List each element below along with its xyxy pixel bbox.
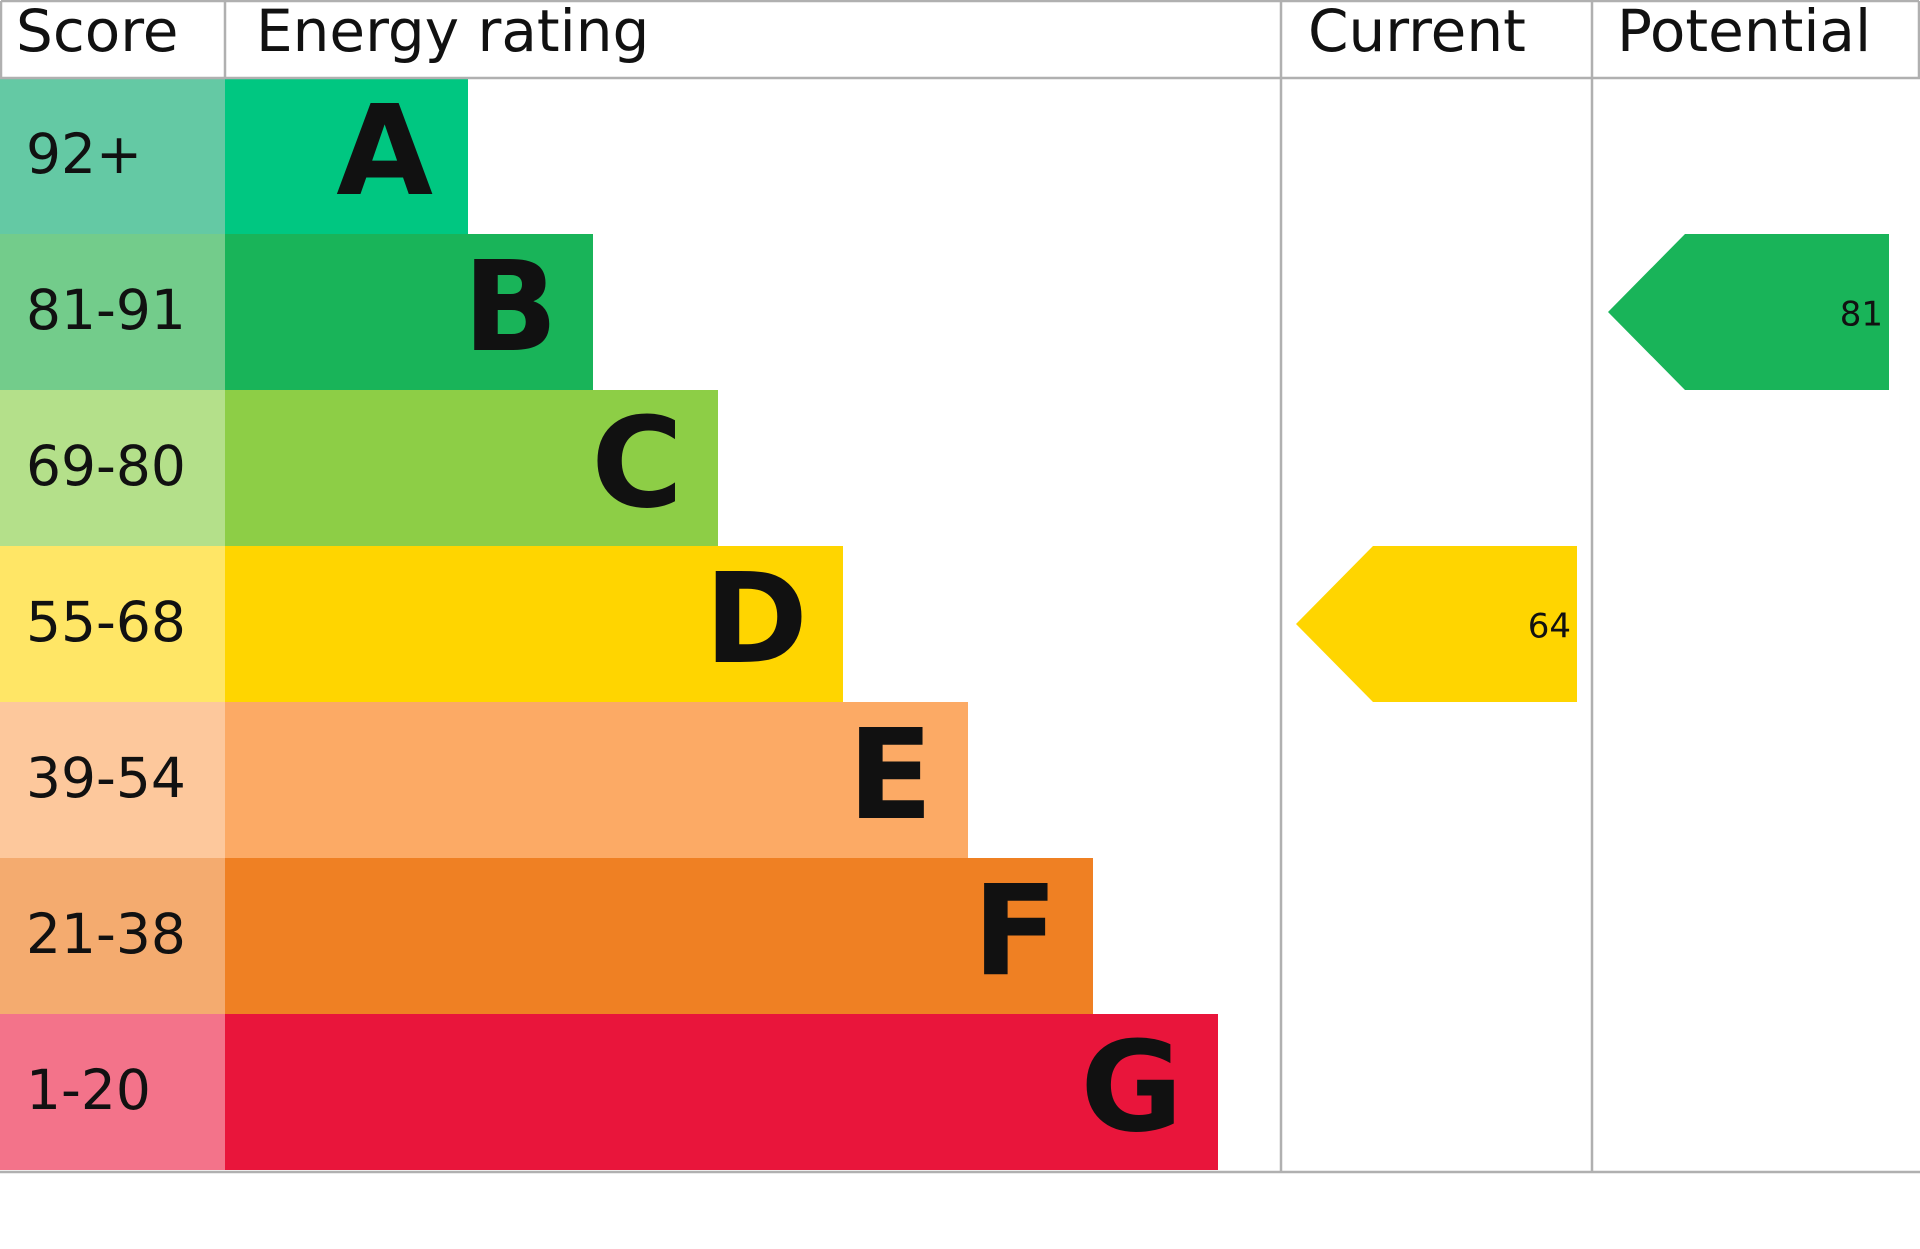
score-label: 1-20: [26, 1058, 151, 1122]
rating-bar: [225, 390, 718, 546]
header-current: Current: [1308, 0, 1526, 65]
rating-bar: [225, 858, 1093, 1014]
current-arrow: [1296, 546, 1577, 702]
rating-bar: [225, 78, 468, 234]
rating-letter: F: [973, 859, 1058, 1004]
rating-bar: [225, 546, 843, 702]
rating-bar: [225, 1014, 1218, 1170]
potential-value: 81: [1840, 295, 1883, 335]
rating-letter: G: [1080, 1015, 1183, 1160]
bands: 92+ A 81-91 B 69-80 C 55-68 D 39-54 E 21-38 F 1-20 G: [0, 78, 1218, 1170]
rating-letter: D: [704, 547, 808, 692]
score-cell: [0, 546, 225, 702]
score-label: 81-91: [26, 278, 186, 342]
header-potential: Potential: [1617, 0, 1871, 65]
score-cell: [0, 234, 225, 390]
score-label: 21-38: [26, 902, 186, 966]
score-label: 69-80: [26, 434, 186, 498]
score-cell: [0, 1014, 225, 1170]
rating-letter: B: [463, 235, 558, 380]
score-label: 39-54: [26, 746, 186, 810]
score-cell: [0, 78, 225, 234]
rating-letter: E: [848, 703, 933, 848]
score-label: 55-68: [26, 590, 186, 654]
score-label: 92+: [26, 122, 142, 186]
header-rating: Energy rating: [256, 0, 649, 65]
rating-bar: [225, 234, 593, 390]
current-value: 64: [1528, 607, 1571, 647]
score-cell: [0, 390, 225, 546]
potential-arrow: [1608, 234, 1889, 390]
score-cell: [0, 858, 225, 1014]
rating-bar: [225, 702, 968, 858]
rating-letter: A: [336, 79, 433, 224]
score-cell: [0, 702, 225, 858]
rating-letter: C: [591, 391, 683, 536]
header-score: Score: [16, 0, 178, 65]
